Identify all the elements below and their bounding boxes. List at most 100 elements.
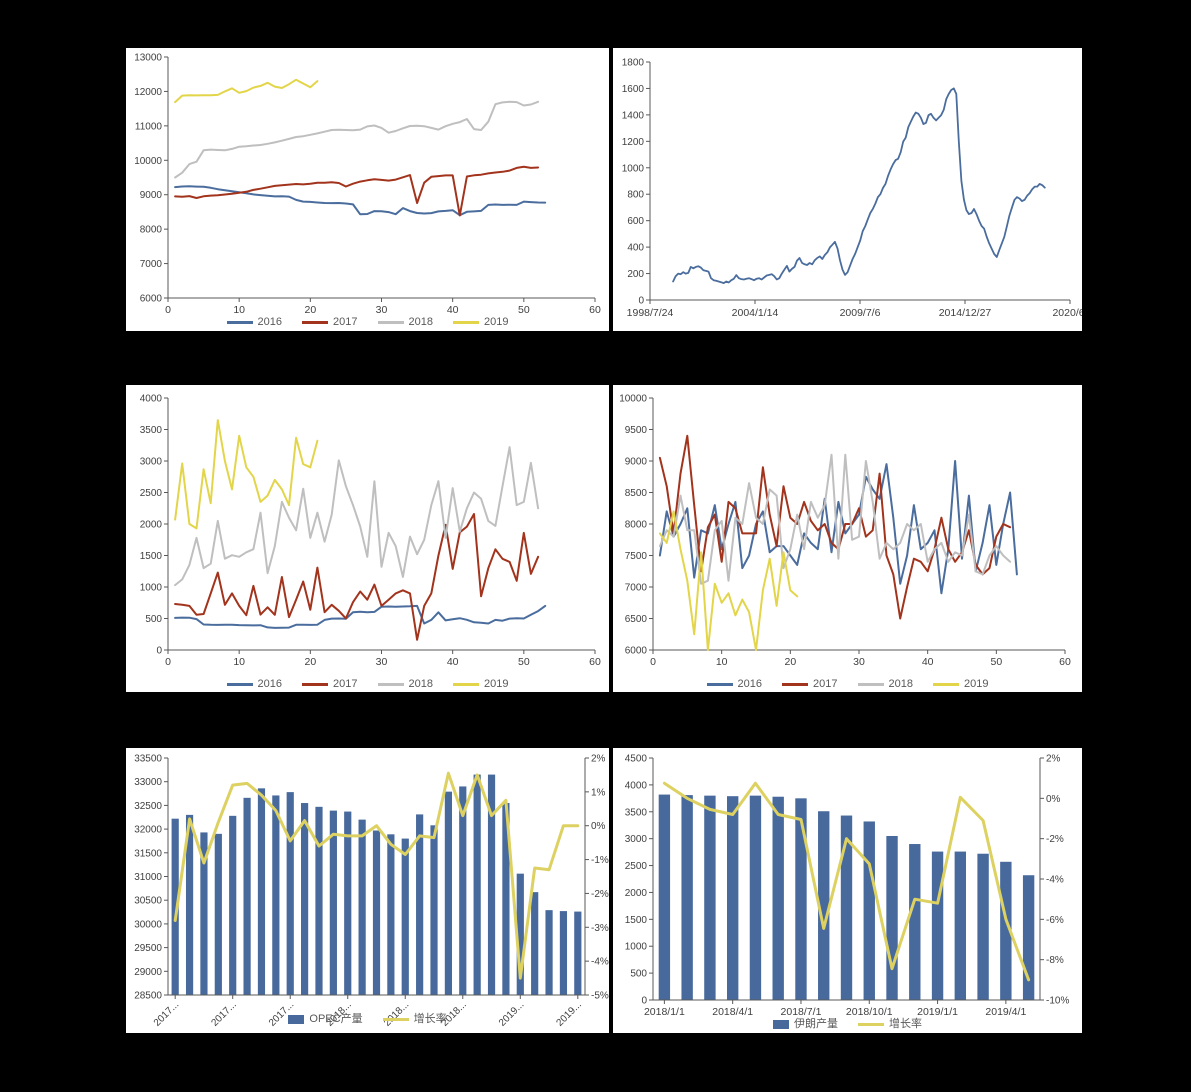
bar-br-15 bbox=[977, 853, 989, 1000]
x-tick-label: 2009/7/6 bbox=[840, 307, 881, 319]
x-tick-label: 2018/10/1 bbox=[846, 1006, 893, 1018]
y-tick-label-left: 2500 bbox=[625, 861, 648, 872]
bar-bl-28 bbox=[559, 911, 568, 995]
x-tick-label: 10 bbox=[716, 656, 728, 668]
y-tick-label-left: 800 bbox=[627, 190, 644, 201]
x-tick-label: 40 bbox=[447, 656, 459, 668]
bar-bl-2 bbox=[185, 814, 194, 995]
series-line-2017 bbox=[174, 165, 540, 217]
y-tick-label-left: 1800 bbox=[622, 58, 645, 69]
x-tick-label: 2018... bbox=[439, 999, 468, 1028]
y-tick-label-right: 1% bbox=[591, 787, 606, 798]
x-tick-label: 2014/12/27 bbox=[939, 307, 992, 319]
x-tick-label: 2017... bbox=[152, 999, 181, 1028]
bar-br-1 bbox=[658, 794, 671, 1000]
series-line-2016 bbox=[174, 604, 547, 629]
x-tick-label: 50 bbox=[990, 656, 1002, 668]
chart-panel-middle-left-weekly-by-year: 0 500 1000 1500 2000 2500 3000 3500 4000 0 10 20 30 4… bbox=[126, 385, 609, 692]
bar-bl-16 bbox=[387, 834, 395, 995]
x-tick-label: 60 bbox=[1059, 656, 1071, 668]
bar-br-2 bbox=[681, 795, 693, 1000]
y-tick-label-right: -2% bbox=[591, 889, 609, 900]
y-tick-label-left: 30000 bbox=[134, 919, 162, 930]
y-tick-label-left: 1500 bbox=[625, 915, 648, 926]
bar-bl-24 bbox=[502, 803, 510, 995]
y-tick-label-left: 33000 bbox=[134, 777, 162, 788]
y-tick-label-left: 28500 bbox=[134, 991, 162, 1002]
y-tick-label-right: -4% bbox=[1046, 875, 1064, 886]
bar-br-11 bbox=[886, 835, 898, 1000]
y-tick-label-left: 2000 bbox=[140, 520, 163, 531]
series-line-2019 bbox=[174, 78, 319, 104]
y-tick-label-left: 4000 bbox=[625, 780, 648, 791]
y-tick-label-left: 12000 bbox=[134, 87, 162, 98]
y-tick-label-left: 1000 bbox=[622, 163, 645, 174]
series-line-2017 bbox=[174, 513, 540, 641]
chart-panel-top-left-weekly-by-year: 6000 7000 8000 9000 10000 11000 12000 13000 0 10 2… bbox=[126, 48, 609, 331]
y-tick-label-left: 2500 bbox=[140, 488, 163, 499]
x-tick-label: 2020/6/ bbox=[1052, 307, 1082, 319]
series-line-2018 bbox=[174, 446, 540, 587]
tr-plot-svg: 0 200 400 600 800 1000 1200 1400 1600 1800 1998/7/… bbox=[622, 58, 1082, 320]
x-tick-label: 2018... bbox=[324, 999, 353, 1028]
bar-bl-15 bbox=[372, 830, 381, 995]
series-line-2019 bbox=[174, 419, 319, 530]
bar-bl-20 bbox=[444, 791, 452, 995]
series-line-2016 bbox=[658, 460, 1018, 595]
y-tick-label-left: 1000 bbox=[625, 942, 648, 953]
y-tick-label-left: 30500 bbox=[134, 896, 162, 907]
line-chart-price-history: 0 200 400 600 800 1000 1200 1400 1600 1800 1998/7/… bbox=[613, 48, 1082, 331]
y-tick-label-left: 10000 bbox=[134, 156, 162, 167]
line-chart-weekly-by-year-1: 6000 7000 8000 9000 10000 11000 12000 13000 0 10 2… bbox=[126, 48, 609, 331]
x-tick-label: 2004/1/14 bbox=[732, 307, 779, 319]
y-tick-label-left: 7000 bbox=[625, 583, 648, 594]
y-tick-label-left: 8000 bbox=[140, 225, 163, 236]
y-tick-label-left: 500 bbox=[145, 614, 162, 625]
bar-bl-13 bbox=[344, 811, 352, 995]
bar-bl-19 bbox=[430, 825, 438, 995]
y-tick-label-left: 29000 bbox=[134, 967, 162, 978]
x-tick-label: 0 bbox=[650, 656, 656, 668]
y-tick-label-right: -10% bbox=[1046, 996, 1069, 1007]
y-tick-label-left: 9000 bbox=[140, 190, 163, 201]
line-chart-weekly-by-year-3: 6000 6500 7000 7500 8000 8500 9000 9500 10000 0 10… bbox=[613, 385, 1082, 692]
chart-panel-bottom-right-iran-output: 0 500 1000 1500 2000 2500 3000 3500 4000 4500 -10%… bbox=[613, 748, 1082, 1033]
y-tick-label-left: 31000 bbox=[134, 872, 162, 883]
bar-bl-4 bbox=[214, 833, 222, 995]
series-line-tr bbox=[672, 87, 1046, 285]
y-tick-label-left: 1600 bbox=[622, 84, 645, 95]
x-tick-label: 30 bbox=[376, 656, 388, 668]
bar-bl-26 bbox=[531, 892, 539, 995]
y-tick-label-left: 3000 bbox=[140, 457, 163, 468]
bar-bl-9 bbox=[286, 792, 294, 995]
y-tick-label-left: 32500 bbox=[134, 801, 162, 812]
x-tick-label: 50 bbox=[518, 656, 530, 668]
combo-chart-iran-output-growth: 0 500 1000 1500 2000 2500 3000 3500 4000 4500 -10%… bbox=[613, 748, 1082, 1033]
y-tick-label-left: 3000 bbox=[625, 834, 648, 845]
y-tick-label-left: 3500 bbox=[140, 425, 163, 436]
y-tick-label-right: -5% bbox=[591, 991, 609, 1002]
y-tick-label-right: -2% bbox=[1046, 834, 1064, 845]
y-tick-label-left: 3500 bbox=[625, 807, 648, 818]
x-tick-label: 20 bbox=[784, 656, 796, 668]
bar-br-14 bbox=[954, 851, 967, 1000]
bar-bl-1 bbox=[171, 818, 179, 995]
y-tick-label-left: 7500 bbox=[625, 551, 648, 562]
x-tick-label: 20 bbox=[304, 656, 316, 668]
x-tick-label: 2018... bbox=[382, 999, 411, 1028]
bar-bl-10 bbox=[301, 803, 309, 995]
bar-bl-23 bbox=[487, 774, 496, 995]
x-tick-label: 2018/4/1 bbox=[712, 1006, 753, 1018]
br-plot-svg: 0 500 1000 1500 2000 2500 3000 3500 4000 4500 -10%… bbox=[625, 754, 1070, 1019]
y-tick-label-left: 600 bbox=[627, 216, 644, 227]
bar-br-5 bbox=[749, 795, 762, 1000]
bar-bl-11 bbox=[315, 806, 323, 995]
bar-bl-22 bbox=[473, 774, 481, 995]
y-tick-label-left: 1400 bbox=[622, 110, 645, 121]
bar-bl-25 bbox=[516, 873, 524, 995]
y-tick-label-left: 0 bbox=[638, 296, 644, 307]
bar-br-6 bbox=[772, 796, 784, 1000]
y-tick-label-right: -6% bbox=[1046, 915, 1064, 926]
y-tick-label-right: 0% bbox=[1046, 794, 1061, 805]
